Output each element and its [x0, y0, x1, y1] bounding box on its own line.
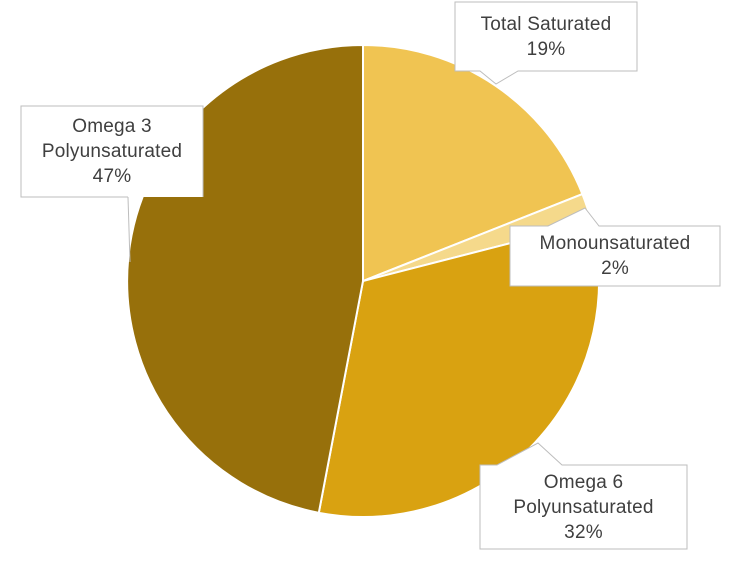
callout-outline-omega3-tail: [127, 196, 131, 263]
pie-slices: [126, 44, 600, 518]
callout-outline-total-saturated: [454, 1, 638, 85]
pie-slice-total-saturated[interactable]: [362, 44, 584, 282]
callout-outline-omega6: [479, 442, 688, 550]
callout-outline-omega3-box: [20, 105, 204, 198]
callout-outline-monounsaturated: [509, 207, 721, 287]
callout-outlines: [20, 1, 721, 550]
